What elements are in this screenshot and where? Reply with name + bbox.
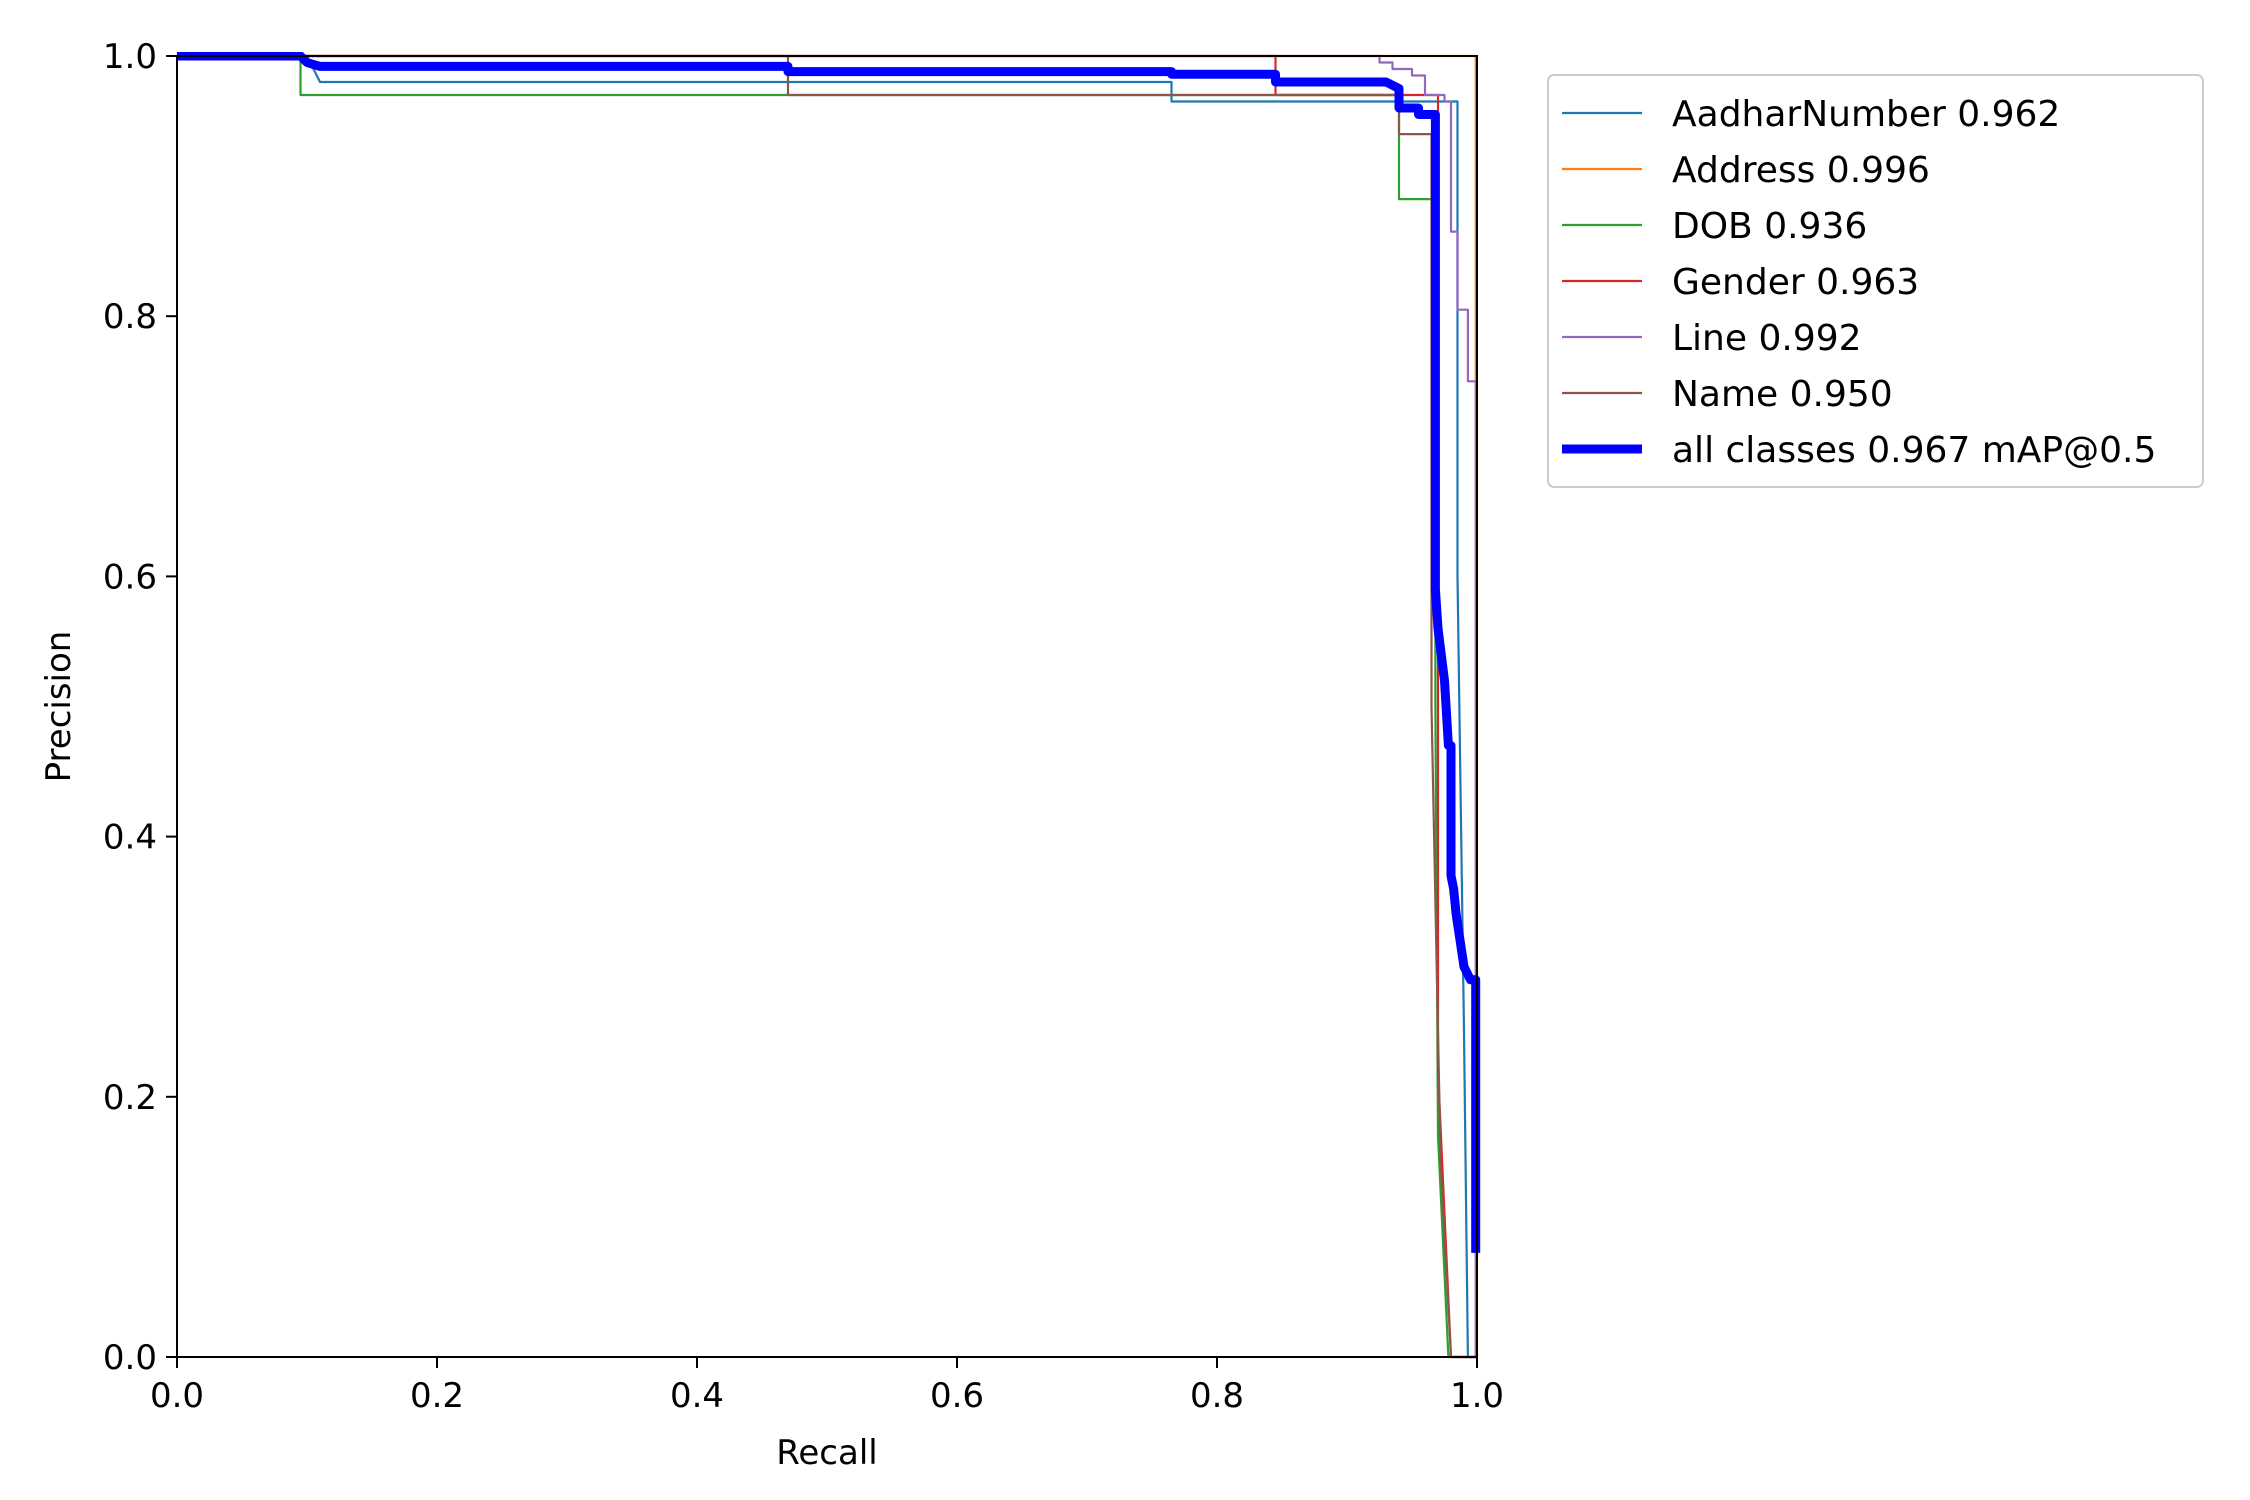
y-tick-label: 0.6 xyxy=(103,557,157,597)
legend-label-0: AadharNumber 0.962 xyxy=(1672,94,2060,135)
legend-label-6: all classes 0.967 mAP@0.5 xyxy=(1672,430,2156,471)
legend-label-1: Address 0.996 xyxy=(1672,150,1930,191)
x-tick-label: 0.0 xyxy=(150,1376,204,1416)
legend-label-5: Name 0.950 xyxy=(1672,374,1893,415)
plot-frame xyxy=(176,55,1478,1358)
y-tick-label: 0.8 xyxy=(103,297,157,337)
x-tick-label: 0.4 xyxy=(670,1376,724,1416)
series-line-6 xyxy=(177,52,1481,1253)
y-tick-label: 0.4 xyxy=(103,818,157,858)
x-tick-label: 0.6 xyxy=(930,1376,984,1416)
legend-box xyxy=(1547,74,2204,488)
x-axis-title: Recall xyxy=(776,1433,877,1473)
series-line-4 xyxy=(177,54,1477,1357)
x-axis: 0.0 0.2 0.4 0.6 0.8 1.0 xyxy=(150,1357,1504,1416)
x-tick-label: 1.0 xyxy=(1450,1376,1504,1416)
y-tick-label: 0.0 xyxy=(103,1338,157,1378)
x-tick-label: 0.8 xyxy=(1190,1376,1244,1416)
legend-label-4: Line 0.992 xyxy=(1672,318,1862,359)
y-tick-label: 1.0 xyxy=(103,37,157,77)
legend-label-3: Gender 0.963 xyxy=(1672,262,1919,303)
y-axis-title: Precision xyxy=(39,631,79,783)
x-tick-label: 0.2 xyxy=(410,1376,464,1416)
legend: AadharNumber 0.962 Address 0.996 DOB 0.936… xyxy=(1547,74,2204,488)
legend-label-2: DOB 0.936 xyxy=(1672,206,1867,247)
y-tick-label: 0.2 xyxy=(103,1078,157,1118)
series-line-2 xyxy=(177,54,1477,1359)
y-axis: 0.0 0.2 0.4 0.6 0.8 1.0 xyxy=(103,37,177,1378)
